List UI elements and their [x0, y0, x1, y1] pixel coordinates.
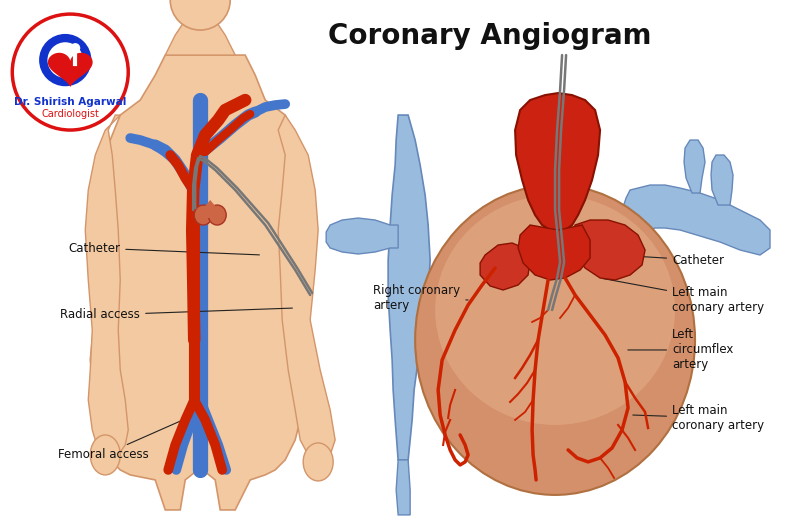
Ellipse shape: [303, 443, 333, 481]
Ellipse shape: [435, 195, 675, 425]
Polygon shape: [684, 140, 705, 193]
Text: Right coronary
artery: Right coronary artery: [373, 284, 468, 312]
Polygon shape: [480, 243, 530, 290]
Ellipse shape: [90, 435, 120, 475]
Polygon shape: [166, 20, 235, 55]
Polygon shape: [620, 185, 770, 255]
Polygon shape: [86, 115, 128, 458]
Ellipse shape: [194, 205, 212, 225]
Text: Left
circumflex
artery: Left circumflex artery: [628, 328, 734, 371]
Text: Left main
coronary artery: Left main coronary artery: [603, 279, 764, 314]
Ellipse shape: [208, 205, 226, 225]
Text: Cardiologist: Cardiologist: [42, 109, 99, 119]
Text: Coronary Angiogram: Coronary Angiogram: [328, 22, 652, 50]
Polygon shape: [518, 225, 590, 280]
Polygon shape: [278, 115, 335, 460]
Text: Left main
coronary artery: Left main coronary artery: [633, 404, 764, 432]
Text: Radial access: Radial access: [60, 308, 293, 321]
Polygon shape: [388, 115, 430, 460]
Polygon shape: [711, 155, 733, 205]
Circle shape: [70, 43, 80, 53]
Polygon shape: [48, 53, 93, 87]
Polygon shape: [572, 220, 645, 280]
Polygon shape: [195, 200, 226, 218]
Polygon shape: [515, 93, 600, 232]
Polygon shape: [90, 55, 310, 510]
Polygon shape: [396, 460, 410, 515]
Ellipse shape: [415, 185, 695, 495]
Circle shape: [12, 14, 128, 130]
Text: Catheter: Catheter: [68, 242, 259, 255]
Text: Dr. Shirish Agarwal: Dr. Shirish Agarwal: [14, 97, 126, 107]
Text: Catheter: Catheter: [568, 252, 724, 267]
Polygon shape: [326, 218, 398, 254]
Circle shape: [170, 0, 230, 30]
Text: Femoral access: Femoral access: [58, 416, 192, 461]
